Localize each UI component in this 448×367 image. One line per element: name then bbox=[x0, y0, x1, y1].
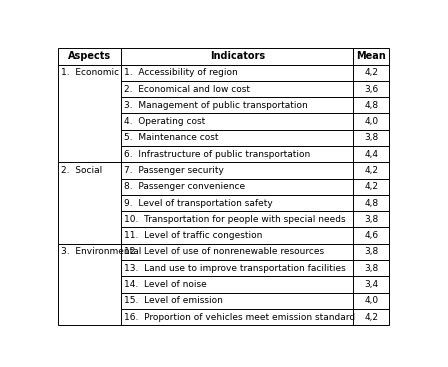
Bar bbox=[121, 97, 353, 113]
Text: 7.  Passenger security: 7. Passenger security bbox=[124, 166, 224, 175]
Bar bbox=[353, 162, 389, 179]
Bar bbox=[353, 260, 389, 276]
Bar bbox=[353, 211, 389, 228]
Text: 1.  Economic: 1. Economic bbox=[60, 68, 119, 77]
Bar bbox=[121, 309, 353, 325]
Bar bbox=[121, 276, 353, 292]
Bar bbox=[121, 162, 353, 179]
Bar bbox=[121, 179, 353, 195]
Text: 1.  Accessibility of region: 1. Accessibility of region bbox=[124, 68, 238, 77]
Text: 4,6: 4,6 bbox=[364, 231, 379, 240]
Text: 3,4: 3,4 bbox=[364, 280, 379, 289]
Text: 3,8: 3,8 bbox=[364, 264, 379, 273]
Text: 4,2: 4,2 bbox=[364, 182, 379, 191]
Bar bbox=[58, 244, 121, 325]
Text: 4,2: 4,2 bbox=[364, 166, 379, 175]
Bar bbox=[121, 81, 353, 97]
Bar bbox=[353, 292, 389, 309]
Bar bbox=[353, 130, 389, 146]
Text: 2.  Social: 2. Social bbox=[60, 166, 102, 175]
Text: Mean: Mean bbox=[357, 51, 386, 61]
Text: 13.  Land use to improve transportation facilities: 13. Land use to improve transportation f… bbox=[124, 264, 346, 273]
Bar bbox=[121, 48, 353, 65]
Bar bbox=[353, 146, 389, 162]
Text: 11.  Level of traffic congestion: 11. Level of traffic congestion bbox=[124, 231, 263, 240]
Text: 10.  Transportation for people with special needs: 10. Transportation for people with speci… bbox=[124, 215, 346, 224]
Text: 3.  Management of public transportation: 3. Management of public transportation bbox=[124, 101, 308, 110]
Bar bbox=[121, 211, 353, 228]
Text: 4,0: 4,0 bbox=[364, 296, 379, 305]
Text: 4,2: 4,2 bbox=[364, 68, 379, 77]
Text: 16.  Proportion of vehicles meet emission standard: 16. Proportion of vehicles meet emission… bbox=[124, 313, 355, 321]
Text: 4,8: 4,8 bbox=[364, 101, 379, 110]
Bar bbox=[353, 228, 389, 244]
Text: 14.  Level of noise: 14. Level of noise bbox=[124, 280, 207, 289]
Text: 4,2: 4,2 bbox=[364, 313, 379, 321]
Bar bbox=[58, 162, 121, 244]
Text: 2.  Economical and low cost: 2. Economical and low cost bbox=[124, 84, 250, 94]
Bar bbox=[121, 65, 353, 81]
Text: 4,0: 4,0 bbox=[364, 117, 379, 126]
Bar bbox=[121, 260, 353, 276]
Text: 8.  Passenger convenience: 8. Passenger convenience bbox=[124, 182, 245, 191]
Bar bbox=[353, 276, 389, 292]
Bar bbox=[353, 48, 389, 65]
Text: 5.  Maintenance cost: 5. Maintenance cost bbox=[124, 133, 219, 142]
Bar bbox=[353, 309, 389, 325]
Bar bbox=[353, 65, 389, 81]
Bar bbox=[353, 179, 389, 195]
Text: 3.  Environmental: 3. Environmental bbox=[60, 247, 141, 257]
Bar bbox=[353, 81, 389, 97]
Text: 3,8: 3,8 bbox=[364, 215, 379, 224]
Bar bbox=[353, 195, 389, 211]
Text: Indicators: Indicators bbox=[210, 51, 265, 61]
Bar bbox=[121, 244, 353, 260]
Bar bbox=[121, 113, 353, 130]
Text: 4,8: 4,8 bbox=[364, 199, 379, 207]
Text: 3,8: 3,8 bbox=[364, 133, 379, 142]
Text: 9.  Level of transportation safety: 9. Level of transportation safety bbox=[124, 199, 273, 207]
Bar bbox=[58, 48, 121, 65]
Text: 6.  Infrastructure of public transportation: 6. Infrastructure of public transportati… bbox=[124, 150, 310, 159]
Text: 3,6: 3,6 bbox=[364, 84, 379, 94]
Bar bbox=[353, 113, 389, 130]
Text: 3,8: 3,8 bbox=[364, 247, 379, 257]
Text: 4.  Operating cost: 4. Operating cost bbox=[124, 117, 205, 126]
Bar bbox=[353, 97, 389, 113]
Bar bbox=[121, 146, 353, 162]
Bar bbox=[121, 130, 353, 146]
Bar bbox=[121, 228, 353, 244]
Bar bbox=[353, 244, 389, 260]
Text: 4,4: 4,4 bbox=[364, 150, 379, 159]
Text: 15.  Level of emission: 15. Level of emission bbox=[124, 296, 223, 305]
Text: Aspects: Aspects bbox=[68, 51, 111, 61]
Text: 12.  Level of use of nonrenewable resources: 12. Level of use of nonrenewable resourc… bbox=[124, 247, 324, 257]
Bar bbox=[121, 195, 353, 211]
Bar bbox=[121, 292, 353, 309]
Bar bbox=[58, 65, 121, 162]
